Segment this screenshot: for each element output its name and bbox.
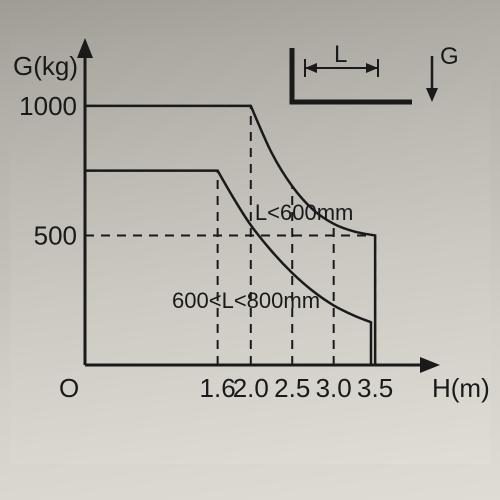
x-tick: 3.0 [316,373,352,403]
x-axis-arrow [420,357,440,373]
y-axis-arrow [77,38,93,58]
x-tick: 2.5 [274,373,310,403]
series-label: L<600mm [255,200,353,225]
origin-label: O [59,373,79,403]
capacity-chart: L<600mm600<L<800mmG(kg)5001000H(m)O1.62.… [0,0,500,500]
x-tick: 2.0 [233,373,269,403]
inset-G-label: G [440,43,459,70]
inset-bracket [292,48,412,102]
y-tick: 500 [34,220,77,250]
y-axis-label: G(kg) [13,51,78,81]
series-label: 600<L<800mm [172,288,320,313]
y-tick: 1000 [19,91,77,121]
x-tick: 3.5 [357,373,393,403]
x-tick: 1.6 [200,373,236,403]
x-axis-label: H(m) [432,373,490,403]
inset-L-label: L [334,41,347,68]
